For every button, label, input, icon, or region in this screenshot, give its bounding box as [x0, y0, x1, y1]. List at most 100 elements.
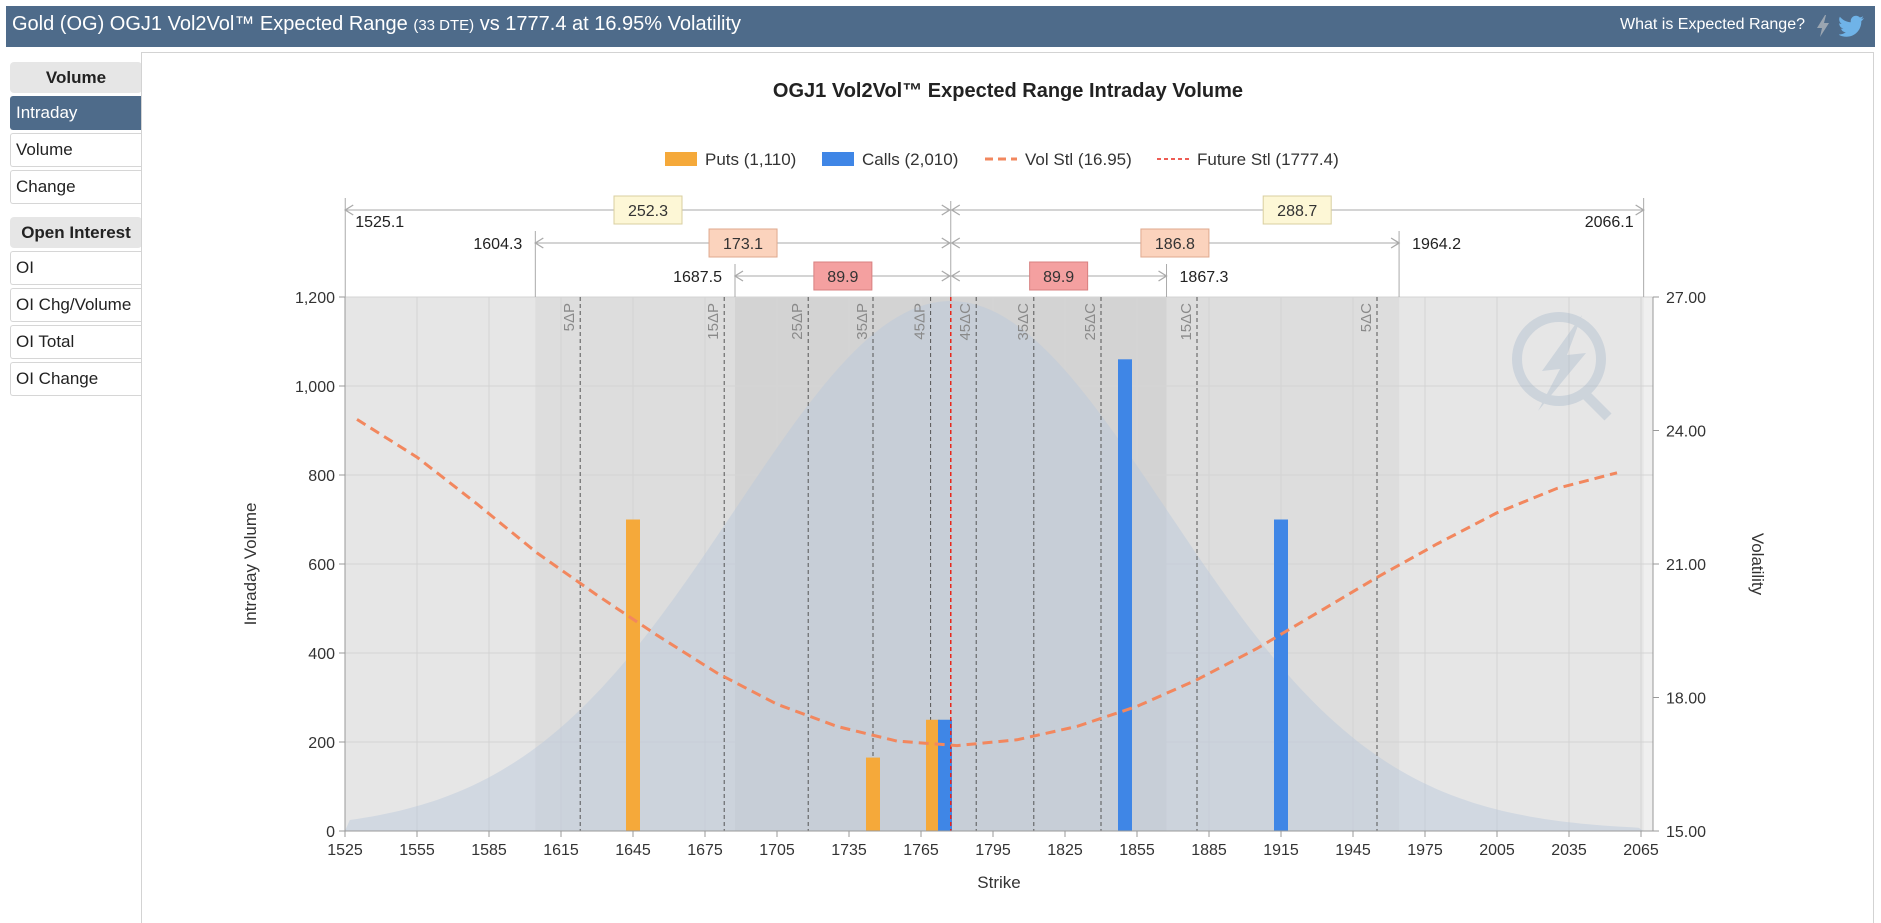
range-arrowhead [950, 204, 961, 216]
range-arrowhead [941, 270, 951, 282]
range-down-box [613, 195, 683, 225]
legend-puts-swatch [665, 152, 697, 166]
expected-range-2sd: 173.1 186.8 1604.3 1964.2 [473, 228, 1461, 297]
y-tick-label: 0 [326, 824, 335, 841]
x-tick-label: 1585 [471, 842, 507, 859]
legend-label-vol: Vol Stl (16.95) [1025, 150, 1132, 169]
range-arrowhead [950, 270, 961, 282]
x-tick-label: 1735 [831, 842, 867, 859]
delta-label: 15ΔC [1178, 303, 1195, 341]
what-is-expected-range-link[interactable]: What is Expected Range? [1620, 16, 1805, 33]
sidebar-item-volume[interactable]: Volume [10, 133, 142, 167]
range-up-box-label: 186.8 [1155, 236, 1195, 253]
y2-tick-label: 21.00 [1666, 557, 1706, 574]
y2-axis-title: Volatility [1748, 533, 1767, 596]
y-tick-label: 800 [308, 468, 335, 485]
title-main-text: Gold (OG) OGJ1 Vol2Vol™ Expected Range [12, 13, 408, 35]
legend-calls-swatch [822, 152, 854, 166]
y2-tick-label: 15.00 [1666, 824, 1706, 841]
y-axis-ticks: 0 200 400 600 800 1,000 1,200 [295, 290, 345, 841]
sidebar-item-change[interactable]: Change [10, 170, 142, 204]
y2-tick-label: 18.00 [1666, 691, 1706, 708]
x-tick-label: 1645 [615, 842, 651, 859]
x-tick-label: 1975 [1407, 842, 1443, 859]
chart-title: OGJ1 Vol2Vol™ Expected Range Intraday Vo… [773, 80, 1243, 102]
watermark-bolt [1538, 315, 1586, 411]
x-axis-title: Strike [977, 873, 1020, 892]
volume-section-header: Volume [10, 62, 142, 93]
sidebar-item-oi-change[interactable]: OI Change [10, 362, 142, 396]
sidebar: Volume Intraday Volume Change Open Inter… [10, 62, 142, 399]
delta-label: 35ΔC [1015, 303, 1032, 341]
x-tick-label: 1795 [975, 842, 1011, 859]
delta-label: 25ΔP [789, 303, 806, 340]
delta-label: 15ΔP [705, 303, 722, 340]
range-arrowhead [1390, 237, 1401, 249]
sidebar-item-oi-chg-volume[interactable]: OI Chg/Volume [10, 288, 142, 322]
chart-legend: Puts (1,110) Calls (2,010) Vol Stl (16.95)… [665, 150, 1339, 169]
lightning-bolt-icon[interactable] [1813, 14, 1833, 38]
delta-label: 25ΔC [1082, 303, 1099, 341]
y-tick-label: 1,200 [295, 290, 335, 307]
expected-range-3sd: 252.3 288.7 1525.1 2066.1 [344, 195, 1645, 297]
range-down-box-label: 89.9 [827, 269, 858, 286]
page-title: Gold (OG) OGJ1 Vol2Vol™ Expected Range (… [12, 13, 741, 36]
y-axis-title: Intraday Volume [241, 503, 260, 626]
sidebar-item-oi[interactable]: OI [10, 251, 142, 285]
sidebar-item-intraday[interactable]: Intraday [10, 96, 142, 130]
range-lower-value: 1604.3 [473, 236, 522, 253]
expected-range-annotations: 252.3 288.7 1525.1 2066.1 173.1 186.8 1604.3 19… [344, 195, 1645, 297]
y2-axis-ticks: 15.00 18.00 21.00 24.00 27.00 [1653, 290, 1706, 841]
twitter-bird-icon[interactable] [1839, 15, 1865, 37]
x-tick-label: 1675 [687, 842, 723, 859]
x-tick-label: 1615 [543, 842, 579, 859]
range-arrowhead [534, 237, 544, 249]
vol-settle-curve [356, 418, 1618, 748]
range-down-box-label: 173.1 [723, 236, 763, 253]
range-arrowhead [1635, 204, 1645, 216]
y-tick-label: 1,000 [295, 379, 335, 396]
range-upper-value: 1867.3 [1180, 269, 1229, 286]
range-up-box-label: 89.9 [1043, 269, 1074, 286]
y-tick-label: 600 [308, 557, 335, 574]
y2-tick-label: 24.00 [1666, 424, 1706, 441]
range-arrowhead [941, 237, 951, 249]
range-arrowhead [733, 270, 744, 282]
watermark-tail [1578, 387, 1612, 421]
delta-label: 5ΔP [561, 303, 578, 331]
x-tick-label: 1555 [399, 842, 435, 859]
title-rest-text: vs 1777.4 at 16.95% Volatility [479, 13, 742, 35]
range-down-box-label: 252.3 [628, 203, 668, 220]
range-down-box [813, 261, 873, 291]
range-arrowhead [1158, 270, 1168, 282]
x-tick-label: 1825 [1047, 842, 1083, 859]
call-bar [1118, 359, 1132, 831]
range-arrowhead [941, 204, 951, 216]
expected-range-chart: OGJ1 Vol2Vol™ Expected Range Intraday Vo… [241, 80, 1767, 892]
put-bar [626, 519, 640, 831]
call-bar [1274, 519, 1288, 831]
range-up-box [1140, 228, 1210, 258]
distribution-area [345, 301, 1644, 832]
expected-range-1sd: 89.9 89.9 1687.5 1867.3 [673, 261, 1229, 297]
title-dte-text: (33 DTE) [413, 17, 475, 34]
x-tick-label: 1915 [1263, 842, 1299, 859]
sidebar-item-oi-total[interactable]: OI Total [10, 325, 142, 359]
series-puts [626, 519, 940, 831]
x-tick-label: 1705 [759, 842, 795, 859]
range-arrowhead [950, 237, 961, 249]
open-interest-section-header: Open Interest [10, 217, 142, 248]
chart-panel: OGJ1 Vol2Vol™ Expected Range Intraday Vo… [141, 52, 1874, 923]
range-upper-value: 1964.2 [1412, 236, 1461, 253]
delta-label: 35ΔP [854, 303, 871, 340]
range-arrowhead [344, 204, 354, 216]
range-down-box [708, 228, 778, 258]
range-upper-value: 2066.1 [1585, 214, 1634, 231]
x-tick-label: 2005 [1479, 842, 1515, 859]
put-bar [926, 719, 940, 831]
series-calls [938, 359, 1288, 831]
title-bar: Gold (OG) OGJ1 Vol2Vol™ Expected Range (… [6, 6, 1875, 47]
range-up-box [1262, 195, 1332, 225]
x-tick-label: 1765 [903, 842, 939, 859]
x-tick-label: 2065 [1623, 842, 1659, 859]
